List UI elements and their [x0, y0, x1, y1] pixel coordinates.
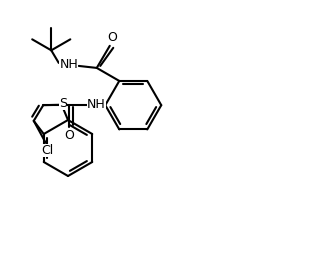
Text: Cl: Cl [42, 144, 54, 157]
Text: O: O [107, 31, 117, 44]
Text: S: S [59, 97, 67, 110]
Text: O: O [64, 129, 74, 142]
Text: NH: NH [87, 98, 106, 111]
Text: NH: NH [60, 58, 78, 71]
